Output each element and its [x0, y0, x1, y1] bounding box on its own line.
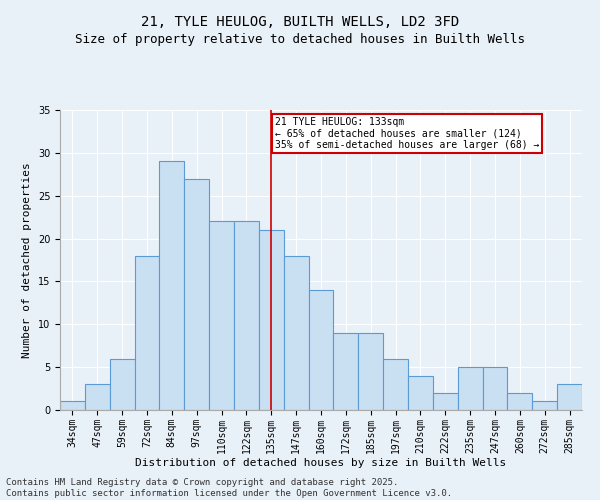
Bar	[308, 290, 334, 410]
Bar	[458, 367, 482, 410]
Bar	[532, 402, 557, 410]
Bar	[160, 162, 184, 410]
Bar	[110, 358, 134, 410]
Bar	[209, 222, 234, 410]
X-axis label: Distribution of detached houses by size in Builth Wells: Distribution of detached houses by size …	[136, 458, 506, 468]
Bar	[234, 222, 259, 410]
Text: Size of property relative to detached houses in Builth Wells: Size of property relative to detached ho…	[75, 32, 525, 46]
Bar	[508, 393, 532, 410]
Y-axis label: Number of detached properties: Number of detached properties	[22, 162, 32, 358]
Bar	[134, 256, 160, 410]
Bar	[358, 333, 383, 410]
Bar	[383, 358, 408, 410]
Bar	[184, 178, 209, 410]
Bar	[60, 402, 85, 410]
Text: Contains HM Land Registry data © Crown copyright and database right 2025.
Contai: Contains HM Land Registry data © Crown c…	[6, 478, 452, 498]
Bar	[259, 230, 284, 410]
Bar	[433, 393, 458, 410]
Bar	[334, 333, 358, 410]
Bar	[557, 384, 582, 410]
Bar	[482, 367, 508, 410]
Bar	[85, 384, 110, 410]
Bar	[408, 376, 433, 410]
Bar	[284, 256, 308, 410]
Text: 21, TYLE HEULOG, BUILTH WELLS, LD2 3FD: 21, TYLE HEULOG, BUILTH WELLS, LD2 3FD	[141, 15, 459, 29]
Text: 21 TYLE HEULOG: 133sqm
← 65% of detached houses are smaller (124)
35% of semi-de: 21 TYLE HEULOG: 133sqm ← 65% of detached…	[275, 117, 539, 150]
